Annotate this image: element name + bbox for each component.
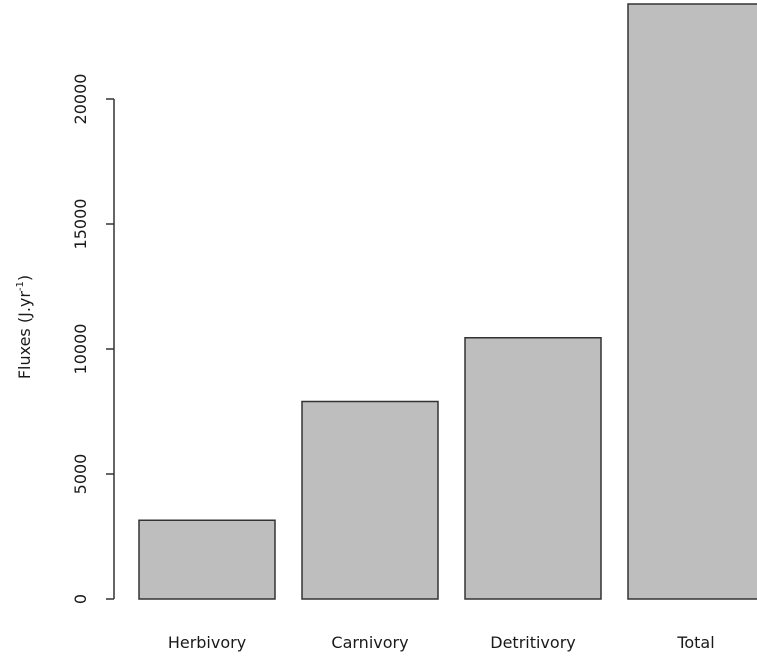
category-label-total: Total (676, 633, 714, 652)
y-tick-label: 20000 (71, 74, 90, 125)
bars-group (138, 3, 757, 600)
y-tick-label: 10000 (71, 324, 90, 375)
y-ticks-group: 0 5000 10000 15000 20000 (71, 74, 114, 604)
y-axis-label: Fluxes (J.yr-1) (15, 275, 34, 379)
y-tick-label: 5000 (71, 454, 90, 495)
bar-detritivory (464, 337, 602, 600)
bar-total (627, 3, 757, 600)
category-label-herbivory: Herbivory (168, 633, 246, 652)
bar-carnivory (301, 400, 439, 600)
bar-herbivory (138, 519, 276, 600)
category-labels-group: Herbivory Carnivory Detritivory Total (168, 633, 715, 652)
y-tick-label: 0 (71, 594, 90, 604)
category-label-detritivory: Detritivory (490, 633, 575, 652)
category-label-carnivory: Carnivory (331, 633, 408, 652)
y-tick-label: 15000 (71, 199, 90, 250)
